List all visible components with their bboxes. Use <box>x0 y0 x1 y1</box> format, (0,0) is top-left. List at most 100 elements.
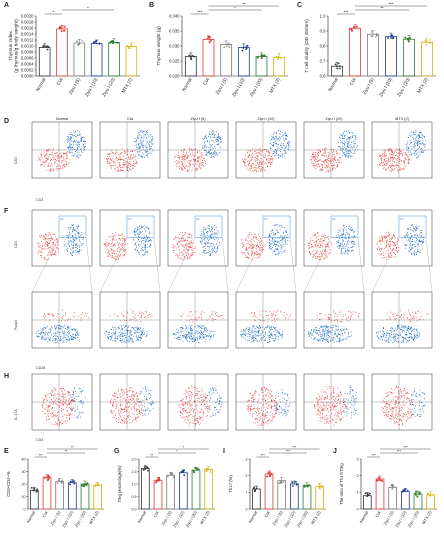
flow-event <box>146 150 148 152</box>
flow-event <box>186 239 188 241</box>
flow-event <box>127 170 129 172</box>
flow-event <box>51 326 53 328</box>
flow-event <box>71 140 73 142</box>
flow-event <box>257 166 259 168</box>
flow-event <box>269 246 271 248</box>
flow-event <box>188 242 190 244</box>
flow-event <box>113 417 115 419</box>
flow-event <box>215 153 217 155</box>
flow-event <box>210 415 212 417</box>
flow-event <box>194 425 196 426</box>
flow-event <box>256 257 258 259</box>
flow-event <box>133 141 135 143</box>
flow-event <box>129 395 131 397</box>
flow-event <box>66 335 68 337</box>
flow-event <box>46 416 48 418</box>
flow-event <box>74 393 76 395</box>
flow-event <box>136 328 138 330</box>
flow-event <box>55 161 56 163</box>
flow-event <box>114 243 116 245</box>
flow-event <box>41 154 43 156</box>
flow-event <box>79 141 81 143</box>
flow-event <box>61 160 62 162</box>
flow-event <box>152 400 153 402</box>
flow-event <box>211 154 213 156</box>
flow-event <box>141 413 143 415</box>
flow-event <box>151 143 153 145</box>
data-point <box>408 40 410 43</box>
flow-event <box>140 333 142 335</box>
flow-event <box>55 334 57 336</box>
flow-event <box>109 245 111 247</box>
flow-event <box>207 151 209 153</box>
flow-event <box>68 245 70 247</box>
flow-event <box>195 338 196 340</box>
flow-event <box>257 331 259 333</box>
panel-label-h: H <box>4 373 10 380</box>
flow-event <box>115 338 117 339</box>
flow-event <box>200 417 202 419</box>
flow-event <box>216 315 218 316</box>
flow-event <box>216 401 218 403</box>
flow-event <box>136 138 138 140</box>
flow-event <box>64 327 66 329</box>
flow-event <box>281 252 283 254</box>
flow-event <box>200 412 202 414</box>
data-point <box>57 479 60 481</box>
flow-event <box>142 405 143 407</box>
flow-event <box>72 239 74 241</box>
flow-event <box>269 232 271 234</box>
flow-event <box>62 404 64 406</box>
bar <box>30 489 39 510</box>
flow-event <box>192 416 194 418</box>
flow-event <box>52 245 54 247</box>
flow-event <box>202 246 204 248</box>
flow-event <box>258 256 259 258</box>
flow-event <box>244 156 246 158</box>
flow-event <box>186 416 188 418</box>
flow-event <box>53 148 54 150</box>
sig-label: *** <box>389 1 394 6</box>
flow-event <box>54 155 56 157</box>
flow-event <box>201 311 203 313</box>
flow-event <box>191 330 193 332</box>
flow-event <box>191 318 193 320</box>
flow-event <box>183 249 185 251</box>
flow-event <box>133 316 135 318</box>
flow-event <box>195 148 197 150</box>
flow-event <box>197 338 199 340</box>
flow-event <box>118 246 119 248</box>
flow-event <box>202 160 204 162</box>
flow-event <box>213 406 215 408</box>
flow-event <box>112 239 114 241</box>
flow-event <box>218 136 220 138</box>
flow-event <box>138 336 140 338</box>
flow-event <box>54 333 56 335</box>
flow-event <box>123 415 125 417</box>
flow-event <box>134 404 135 406</box>
flow-event <box>112 403 114 405</box>
flow-event <box>181 235 183 237</box>
flow-event <box>66 329 68 331</box>
flow-event <box>278 137 279 139</box>
flow-event <box>123 397 125 399</box>
flow-event <box>70 413 72 415</box>
flow-event <box>175 255 177 256</box>
flow-event <box>285 147 287 149</box>
flow-event <box>274 240 276 242</box>
flow-event <box>183 392 185 394</box>
data-point <box>92 41 95 44</box>
flow-event <box>82 402 84 404</box>
flow-event <box>59 421 61 423</box>
data-point <box>335 65 338 68</box>
flow-event <box>65 399 67 401</box>
flow-event <box>123 238 125 240</box>
flow-event <box>191 254 193 256</box>
flow-event <box>205 138 207 140</box>
flow-event <box>69 416 71 418</box>
flow-event <box>212 243 214 245</box>
flow-event <box>211 310 213 312</box>
flow-event <box>254 166 256 168</box>
flow-event <box>70 241 72 243</box>
flow-event <box>145 150 147 152</box>
